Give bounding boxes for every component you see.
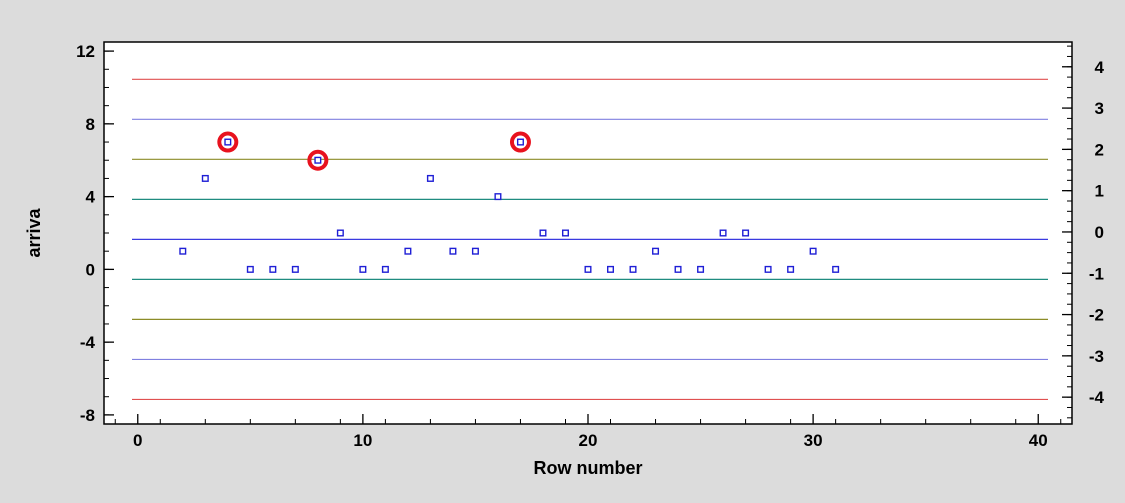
data-point bbox=[269, 265, 277, 273]
x-tick-label: 0 bbox=[133, 431, 142, 450]
y2-tick-label: 0 bbox=[1095, 223, 1104, 242]
y2-tick-label: -4 bbox=[1089, 388, 1105, 407]
data-point bbox=[359, 265, 367, 273]
y-tick-label: 8 bbox=[86, 115, 95, 134]
data-point bbox=[629, 265, 637, 273]
data-point bbox=[449, 247, 457, 255]
y2-tick-label: 3 bbox=[1095, 99, 1104, 118]
y2-tick-label: -3 bbox=[1089, 347, 1104, 366]
flagged-data-point bbox=[516, 138, 524, 146]
plot-area bbox=[104, 42, 1072, 424]
data-point bbox=[809, 247, 817, 255]
y-tick-label: -8 bbox=[80, 406, 95, 425]
x-tick-label: 10 bbox=[353, 431, 372, 450]
data-point bbox=[336, 229, 344, 237]
flagged-point-ring bbox=[307, 149, 329, 171]
x-tick-label: 30 bbox=[804, 431, 823, 450]
data-point bbox=[494, 193, 502, 201]
data-point bbox=[404, 247, 412, 255]
flagged-data-point bbox=[314, 156, 322, 164]
y2-tick-label: -1 bbox=[1089, 264, 1104, 283]
flagged-data-point bbox=[224, 138, 232, 146]
data-point bbox=[179, 247, 187, 255]
data-point bbox=[584, 265, 592, 273]
x-tick-label: 40 bbox=[1029, 431, 1048, 450]
data-point bbox=[381, 265, 389, 273]
data-points bbox=[179, 131, 840, 273]
reference-lines bbox=[132, 78, 1048, 401]
y2-tick-label: 1 bbox=[1095, 182, 1104, 201]
data-point bbox=[674, 265, 682, 273]
data-point bbox=[719, 229, 727, 237]
y-axis-title: arriva bbox=[24, 207, 44, 257]
x-tick-label: 20 bbox=[579, 431, 598, 450]
data-point bbox=[426, 174, 434, 182]
data-point bbox=[764, 265, 772, 273]
data-point bbox=[539, 229, 547, 237]
data-point bbox=[291, 265, 299, 273]
data-point bbox=[652, 247, 660, 255]
x-axis-title: Row number bbox=[533, 458, 642, 478]
y-tick-label: 0 bbox=[86, 260, 95, 279]
data-point bbox=[742, 229, 750, 237]
data-point bbox=[697, 265, 705, 273]
y2-tick-label: 4 bbox=[1095, 58, 1105, 77]
y-tick-label: 12 bbox=[76, 42, 95, 61]
data-point bbox=[607, 265, 615, 273]
y2-tick-label: -2 bbox=[1089, 306, 1104, 325]
data-point bbox=[201, 174, 209, 182]
y-tick-label: -4 bbox=[80, 333, 96, 352]
data-point bbox=[561, 229, 569, 237]
flagged-point-ring bbox=[217, 131, 239, 153]
data-point bbox=[471, 247, 479, 255]
y2-tick-label: 2 bbox=[1095, 140, 1104, 159]
data-point bbox=[787, 265, 795, 273]
flagged-point-ring bbox=[509, 131, 531, 153]
plot-border bbox=[103, 41, 1073, 425]
data-point bbox=[832, 265, 840, 273]
y-tick-label: 4 bbox=[86, 188, 96, 207]
data-point bbox=[246, 265, 254, 273]
